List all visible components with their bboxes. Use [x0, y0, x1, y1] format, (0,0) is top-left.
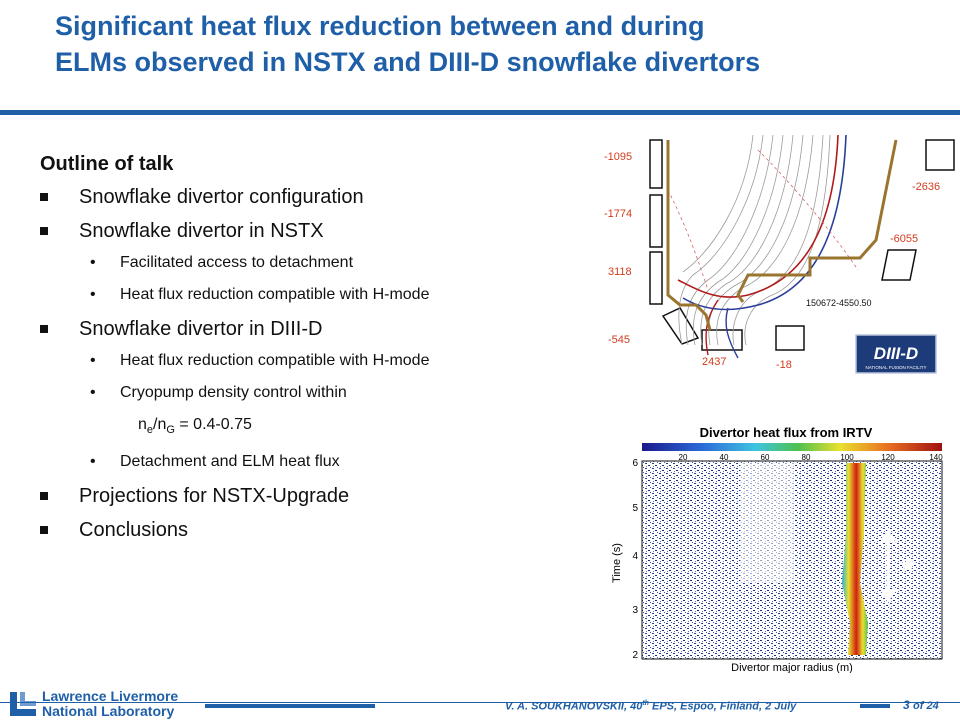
outline-subitem-label: Facilitated access to detachment	[120, 254, 354, 271]
coil-box	[649, 139, 663, 189]
title-line-2: ELMs observed in NSTX and DIII-D snowfla…	[55, 47, 761, 77]
coil-label: -6055	[890, 233, 918, 245]
dashed-field-lines	[667, 149, 859, 291]
square-bullet-icon	[40, 526, 48, 535]
dot-bullet-icon: •	[90, 453, 96, 471]
coil-box	[649, 194, 663, 248]
coil-label: -1095	[604, 151, 632, 163]
outline-item-nstx: Snowflake divertor in NSTX	[40, 219, 600, 243]
diii-d-logo: DIII-D NATIONAL FUSION FACILITY	[855, 334, 937, 374]
outline-item-label: Snowflake divertor configuration	[79, 186, 364, 208]
svg-text:DIII-D: DIII-D	[874, 344, 918, 363]
outline-subitem-label: Detachment and ELM heat flux	[120, 453, 340, 471]
outline-subitem-detachment: • Facilitated access to detachment	[40, 253, 600, 273]
svg-text:4: 4	[632, 551, 638, 562]
separatrix-blue	[682, 134, 847, 311]
outline-subitem-cryopump: • Cryopump density control within	[40, 383, 600, 403]
svg-text:140: 140	[929, 453, 943, 462]
outline-item-label: Snowflake divertor in NSTX	[79, 220, 324, 242]
outline-item-configuration: Snowflake divertor configuration	[40, 185, 600, 209]
svg-text:80: 80	[802, 453, 811, 462]
square-bullet-icon	[40, 492, 48, 501]
slide-title: Significant heat flux reduction between …	[55, 8, 935, 80]
coil-label: -545	[608, 334, 630, 346]
lab-name-line-1: Lawrence Livermore	[42, 688, 179, 704]
shot-label: 150672-4550.50	[806, 298, 872, 308]
footer-citation: V. A. SOUKHANOVSKII, 40th EPS, Espoo, Fi…	[505, 700, 797, 713]
svg-text:120: 120	[881, 453, 895, 462]
blank-region	[740, 463, 795, 583]
coil-label: 3118	[608, 266, 632, 278]
outline-item-conclusions: Conclusions	[40, 518, 600, 542]
density-range: ne/nG = 0.4-0.75	[138, 416, 252, 437]
colorbar-ticks: 20 40 60 80 100 120 140	[679, 453, 944, 462]
footer-line	[0, 702, 960, 703]
outline-subitem-heat-flux-diiid: • Heat flux reduction compatible with H-…	[40, 351, 600, 371]
title-line-1: Significant heat flux reduction between …	[55, 11, 705, 41]
separatrix-red	[677, 134, 839, 298]
svg-text:5: 5	[632, 503, 638, 514]
footer-bar	[205, 704, 375, 708]
outline-item-label: Snowflake divertor in DIII-D	[79, 318, 323, 340]
dot-bullet-icon: •	[90, 352, 96, 369]
flux-surfaces	[678, 134, 831, 346]
square-bullet-icon	[40, 325, 48, 333]
svg-text:60: 60	[761, 453, 770, 462]
y-axis-label: Time (s)	[611, 543, 623, 583]
svg-text:3: 3	[632, 605, 638, 616]
footer-bar-right	[860, 704, 890, 708]
coil-label: -18	[776, 359, 792, 371]
coil-box	[925, 139, 955, 171]
outline-item-label: Projections for NSTX-Upgrade	[79, 485, 350, 508]
dot-bullet-icon: •	[90, 254, 96, 271]
svg-text:20: 20	[679, 453, 688, 462]
vessel-wall-inner	[666, 140, 712, 331]
svg-text:6: 6	[632, 458, 638, 469]
colorbar	[642, 443, 942, 451]
coil-box	[661, 307, 700, 345]
svg-text:NATIONAL FUSION FACILITY: NATIONAL FUSION FACILITY	[865, 365, 926, 370]
coil-box	[775, 325, 805, 351]
hot-stripe	[842, 463, 868, 655]
outline-subitem-label: Cryopump density control within	[120, 384, 347, 401]
heat-flux-title: Divertor heat flux from IRTV	[700, 425, 873, 440]
title-underline	[0, 110, 960, 115]
svg-text:100: 100	[840, 453, 854, 462]
dot-bullet-icon: •	[90, 384, 96, 401]
svg-text:2: 2	[632, 650, 638, 661]
square-bullet-icon	[40, 193, 48, 201]
outline-item-diiid: Snowflake divertor in DIII-D	[40, 317, 600, 341]
separatrix-blue-leg	[725, 307, 739, 359]
page-number: 3 of 24	[903, 698, 939, 712]
outline-subitem-heat-flux-nstx: • Heat flux reduction compatible with H-…	[40, 285, 600, 305]
outline-item-nstx-upgrade: Projections for NSTX-Upgrade	[40, 484, 600, 508]
equilibrium-figure: -1095 -1774 3118 -545 2437 -18 -2636 -60…	[604, 134, 955, 374]
y-ticks: 2 3 4 5 6	[632, 458, 638, 661]
outline: Outline of talk Snowflake divertor confi…	[40, 152, 600, 552]
coil-label: -2636	[912, 181, 940, 193]
svg-text:40: 40	[720, 453, 729, 462]
coil-label: 2437	[702, 356, 726, 368]
coil-box	[701, 329, 743, 351]
llnl-logo: Lawrence Livermore National Laboratory	[8, 688, 208, 720]
asterisk-annotation: *	[902, 553, 914, 586]
coil-box	[881, 249, 917, 281]
outline-subitem-label: Heat flux reduction compatible with H-mo…	[120, 352, 430, 369]
outline-subitem-label: Heat flux reduction compatible with H-mo…	[120, 286, 430, 303]
coil-box	[649, 251, 663, 305]
coil-label: -1774	[604, 208, 632, 220]
square-bullet-icon	[40, 227, 48, 235]
dot-bullet-icon: •	[90, 286, 96, 303]
lab-name-line-2: National Laboratory	[42, 703, 175, 719]
vessel-wall-outer	[736, 139, 898, 303]
llnl-mark-icon	[10, 692, 36, 716]
x-axis-label: Divertor major radius (m)	[731, 662, 853, 673]
outline-subitem-elm: • Detachment and ELM heat flux	[40, 452, 600, 472]
outline-heading: Outline of talk	[40, 153, 174, 175]
outline-item-label: Conclusions	[79, 519, 188, 542]
heat-flux-figure: Divertor heat flux from IRTV 20 40 60 80…	[611, 425, 944, 673]
double-arrow-icon	[880, 529, 896, 603]
